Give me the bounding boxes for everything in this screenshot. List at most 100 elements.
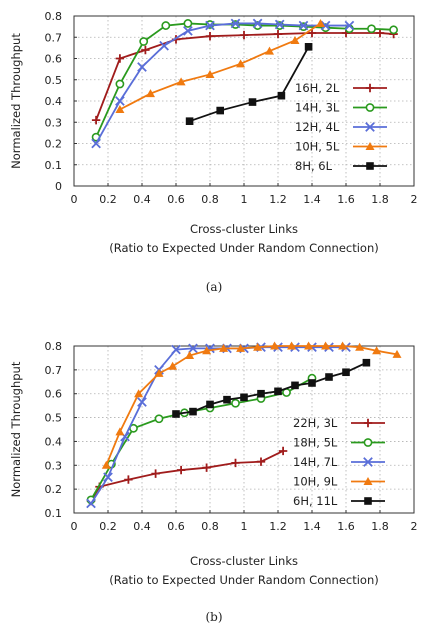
data-point <box>298 20 309 31</box>
x-tick-label: 1.6 <box>337 520 355 533</box>
x-tick-label: 0 <box>71 193 78 206</box>
y-tick-label: 0.7 <box>45 364 63 377</box>
data-point <box>146 89 155 98</box>
data-point <box>205 69 215 78</box>
data-point <box>202 463 211 472</box>
legend-label: 10H, 5L <box>295 140 340 154</box>
data-point <box>154 368 164 377</box>
y-tick-label: 0.1 <box>45 159 63 172</box>
data-point <box>168 361 178 370</box>
y-tick-label: 0.4 <box>45 435 63 448</box>
data-point <box>159 40 169 51</box>
x-tick-label: 0.2 <box>99 193 117 206</box>
data-point <box>183 26 193 36</box>
data-point <box>115 54 125 63</box>
x-tick-label: 1.8 <box>371 193 389 206</box>
data-point <box>321 341 331 350</box>
x-tick-label: 0.8 <box>201 520 219 533</box>
x-tick-label: 1.6 <box>337 193 355 206</box>
x-tick-label: 0.2 <box>99 520 117 533</box>
data-point <box>161 21 171 30</box>
legend-marker <box>363 418 373 428</box>
x-tick-label: 0 <box>71 520 78 533</box>
y-axis-title: Normalized Throughput <box>9 33 23 169</box>
y-tick-label: 0.3 <box>45 116 63 129</box>
grid <box>74 16 414 186</box>
data-point <box>103 472 113 483</box>
data-point <box>304 341 314 350</box>
data-point <box>151 469 160 478</box>
series-line <box>105 345 398 466</box>
y-tick-label: 0.6 <box>45 53 63 66</box>
grid <box>74 346 414 513</box>
panel-caption: (b) <box>205 610 222 624</box>
data-point <box>290 35 300 44</box>
data-point <box>239 30 249 40</box>
y-tick-label: 0.2 <box>45 138 63 151</box>
data-point <box>291 381 299 390</box>
legend-marker <box>363 438 373 447</box>
x-tick-label: 1 <box>241 193 248 206</box>
data-point <box>278 446 288 456</box>
x-axis-subtitle: (Ratio to Expected Under Random Connecti… <box>109 573 378 587</box>
legend-marker <box>365 83 375 93</box>
data-point <box>124 475 133 484</box>
data-point <box>202 346 212 355</box>
data-point <box>392 349 402 358</box>
x-tick-label: 0.8 <box>201 193 219 206</box>
data-point <box>231 398 240 408</box>
data-point <box>367 24 376 34</box>
data-point <box>154 414 164 424</box>
data-point <box>287 341 297 350</box>
data-point <box>134 389 144 398</box>
legend-marker <box>365 122 375 132</box>
legend-marker <box>366 162 374 170</box>
data-point <box>171 344 181 355</box>
y-tick-label: 0.2 <box>45 483 63 496</box>
data-point <box>189 407 197 416</box>
data-point <box>277 91 286 100</box>
data-point <box>172 410 180 418</box>
series-line <box>175 361 367 415</box>
data-point <box>91 138 101 149</box>
x-axis-title: Cross-cluster Links <box>190 554 298 568</box>
legend-label: 22H, 3L <box>293 416 338 430</box>
data-point <box>91 115 101 125</box>
x-tick-label: 2 <box>411 520 418 533</box>
data-point <box>205 20 215 31</box>
y-tick-label: 0.6 <box>45 388 63 401</box>
data-point <box>265 46 274 55</box>
y-tick-label: 0.3 <box>45 459 63 472</box>
y-tick-label: 0.1 <box>45 507 63 520</box>
data-point <box>253 342 263 351</box>
legend-marker <box>365 103 375 112</box>
y-tick-label: 0.7 <box>45 31 63 44</box>
data-point <box>236 343 246 352</box>
data-point <box>304 43 313 51</box>
data-point <box>205 31 215 41</box>
data-point <box>320 20 331 31</box>
data-point <box>101 460 111 469</box>
data-point <box>86 498 96 509</box>
data-point <box>137 397 147 407</box>
legend-label: 14H, 7L <box>293 455 338 469</box>
x-axis-subtitle: (Ratio to Expected Under Random Connecti… <box>109 241 378 255</box>
data-point <box>223 395 231 404</box>
legend-label: 6H, 11L <box>293 494 338 508</box>
y-tick-label: 0.8 <box>45 10 63 23</box>
x-tick-label: 1.2 <box>269 193 287 206</box>
series-2 <box>91 18 355 149</box>
legend-label: 12H, 4L <box>295 120 340 134</box>
data-point <box>344 20 355 31</box>
data-point <box>316 18 325 27</box>
y-tick-label: 0.8 <box>45 340 63 353</box>
data-point <box>115 105 125 113</box>
y-tick-label: 0.5 <box>45 412 63 425</box>
legend-marker <box>365 142 375 150</box>
y-tick-label: 0.4 <box>45 95 63 108</box>
data-point <box>216 106 224 115</box>
data-point <box>230 18 241 29</box>
data-point <box>274 19 285 30</box>
data-point <box>257 389 265 398</box>
x-tick-label: 1.4 <box>303 193 321 206</box>
